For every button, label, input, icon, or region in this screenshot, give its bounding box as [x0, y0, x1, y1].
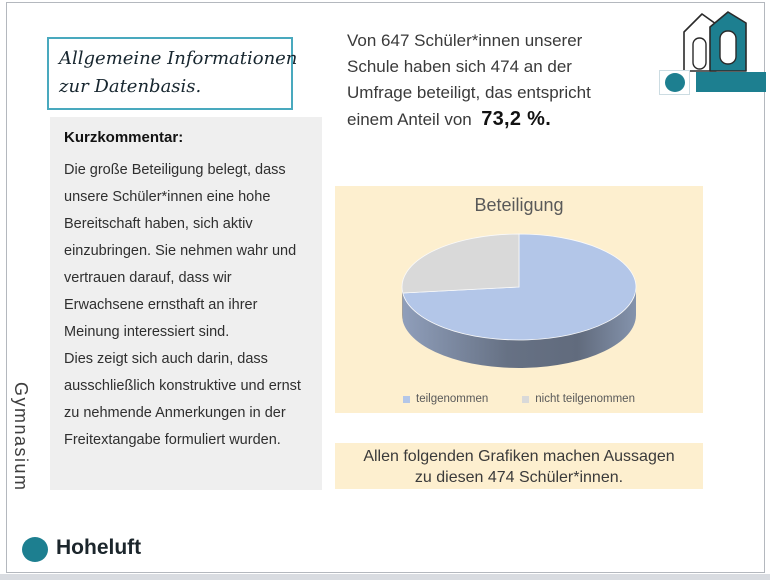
slide-bottom-strip [0, 574, 770, 580]
intro-line: Schule haben sich 474 an der [347, 57, 572, 76]
intro-text: Von 647 Schüler*innen unserer Schule hab… [347, 28, 659, 133]
intro-line: einem Anteil von 73,2 %. [347, 106, 659, 133]
footer-logo-dot-icon [22, 537, 48, 562]
pie-chart [401, 233, 637, 368]
legend-item-teilgenommen: teilgenommen [403, 393, 488, 405]
note-line: Allen folgenden Grafiken machen Aussagen [363, 448, 675, 465]
slide-title-line: zur Datenbasis. [59, 76, 202, 97]
chart-legend: teilgenommen nicht teilgenommen [335, 393, 703, 405]
logo-dot-icon [664, 73, 685, 92]
school-name-vertical: Gymnasium [11, 382, 31, 492]
comment-body: Die große Beteiligung belegt, dass unser… [64, 157, 308, 454]
legend-swatch-icon [522, 395, 530, 403]
slide-title-line: Allgemeine Informationen [59, 48, 298, 69]
logo-dot-box [659, 70, 690, 95]
legend-label: teilgenommen [416, 393, 489, 405]
logo-bar [696, 72, 766, 92]
comment-paragraph: Die große Beteiligung belegt, dass unser… [64, 162, 297, 340]
note-line: zu diesen 474 Schüler*innen. [414, 469, 624, 486]
legend-item-nicht-teilgenommen: nicht teilgenommen [522, 393, 635, 405]
intro-line: Umfrage beteiligt, das entspricht [347, 83, 591, 102]
intro-line: Von 647 Schüler*innen unserer [347, 31, 583, 50]
note-box: Allen folgenden Grafiken machen Aussagen… [335, 443, 703, 489]
comment-paragraph: Dies zeigt sich auch darin, dass ausschl… [64, 351, 301, 448]
school-houses-icon [683, 11, 747, 72]
comment-heading: Kurzkommentar: [64, 129, 184, 146]
participation-percentage: 73,2 %. [481, 108, 552, 130]
legend-label: nicht teilgenommen [535, 393, 635, 405]
slide-title-box: Allgemeine Informationen zur Datenbasis. [47, 37, 298, 110]
legend-swatch-icon [403, 395, 411, 403]
chart-title: Beteiligung [474, 195, 564, 215]
school-name-footer: Hoheluft [56, 536, 142, 559]
intro-line-text: einem Anteil von [347, 110, 472, 129]
comment-box: Kurzkommentar: Die große Beteiligung bel… [50, 117, 322, 490]
chart-panel: Beteiligung teilgenommen nicht teilgenom… [335, 186, 703, 413]
